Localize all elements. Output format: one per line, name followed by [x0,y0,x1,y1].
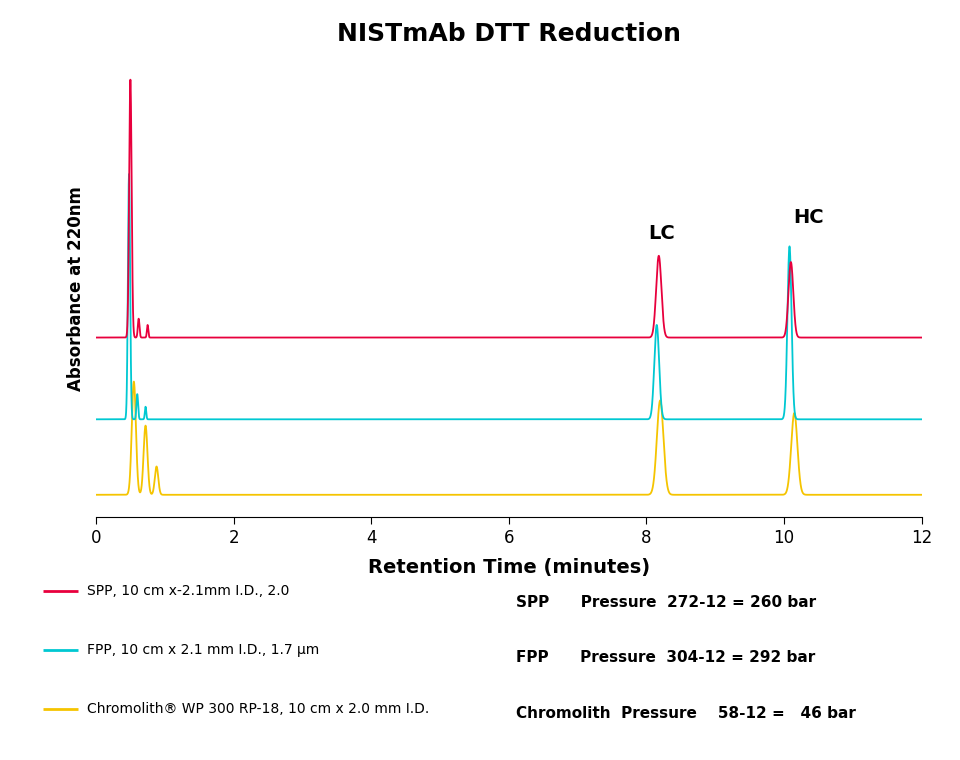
Text: Chromolith  Pressure    58-12 =   46 bar: Chromolith Pressure 58-12 = 46 bar [516,706,856,720]
Text: FPP, 10 cm x 2.1 mm I.D., 1.7 µm: FPP, 10 cm x 2.1 mm I.D., 1.7 µm [87,643,320,657]
Title: NISTmAb DTT Reduction: NISTmAb DTT Reduction [337,22,681,46]
Text: LC: LC [648,224,675,243]
Text: FPP      Pressure  304-12 = 292 bar: FPP Pressure 304-12 = 292 bar [516,651,815,665]
X-axis label: Retention Time (minutes): Retention Time (minutes) [368,558,650,577]
Y-axis label: Absorbance at 220nm: Absorbance at 220nm [67,186,84,391]
Text: SPP, 10 cm x-2.1mm I.D., 2.0: SPP, 10 cm x-2.1mm I.D., 2.0 [87,584,289,597]
Text: SPP      Pressure  272-12 = 260 bar: SPP Pressure 272-12 = 260 bar [516,595,816,610]
Text: HC: HC [793,208,824,227]
Text: Chromolith® WP 300 RP-18, 10 cm x 2.0 mm I.D.: Chromolith® WP 300 RP-18, 10 cm x 2.0 mm… [87,702,429,716]
